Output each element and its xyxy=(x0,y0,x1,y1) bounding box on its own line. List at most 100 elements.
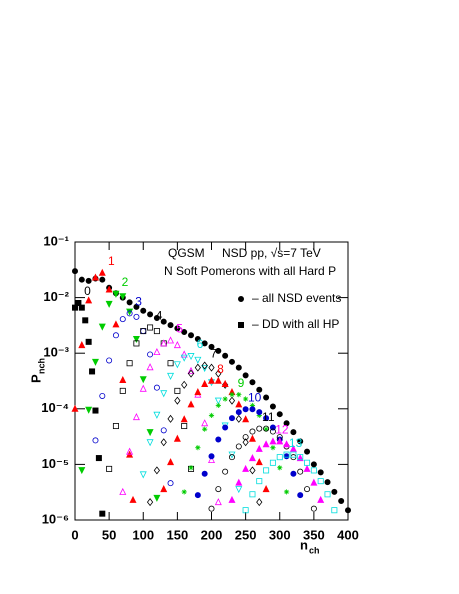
legend-label: – DD with all HP xyxy=(252,317,339,331)
data-point xyxy=(324,491,331,498)
legend-marker xyxy=(237,321,244,328)
data-point xyxy=(147,324,154,331)
data-point xyxy=(228,358,235,365)
data-point xyxy=(126,447,134,455)
data-point xyxy=(132,336,140,344)
data-point xyxy=(236,392,242,398)
data-point xyxy=(153,494,161,502)
data-point xyxy=(215,402,221,409)
data-point xyxy=(228,454,235,461)
data-point xyxy=(187,366,195,374)
data-point xyxy=(331,488,338,495)
series-label: 2 xyxy=(122,275,129,289)
data-point xyxy=(188,332,195,339)
data-point xyxy=(195,445,201,451)
series-label: 4 xyxy=(156,309,163,323)
data-point xyxy=(146,363,154,371)
data-point xyxy=(249,491,256,498)
data-point xyxy=(202,426,208,432)
data-point xyxy=(269,459,276,466)
y-axis-label-group: P nch xyxy=(28,358,46,383)
data-point xyxy=(242,434,249,441)
data-point xyxy=(201,365,209,373)
data-point xyxy=(243,396,249,402)
data-point xyxy=(201,361,208,370)
data-point xyxy=(235,414,242,423)
y-axis-label: P xyxy=(28,374,43,383)
data-point xyxy=(242,415,250,423)
data-point xyxy=(133,313,140,320)
data-point xyxy=(344,507,351,514)
data-point xyxy=(235,409,242,416)
data-point xyxy=(99,276,106,283)
data-point xyxy=(78,276,85,283)
legend-label: – all NSD events xyxy=(252,291,341,305)
data-point xyxy=(173,361,181,369)
data-point xyxy=(112,423,119,430)
data-point xyxy=(207,376,216,384)
data-point xyxy=(187,369,195,378)
data-point xyxy=(242,507,249,514)
y-tick-label: 10⁻⁶ xyxy=(42,511,69,526)
series-label: 5 xyxy=(176,322,183,336)
data-point xyxy=(89,368,96,375)
data-point xyxy=(98,323,106,331)
x-tick-label: 400 xyxy=(337,527,359,542)
data-point xyxy=(256,386,263,393)
data-point xyxy=(283,453,290,460)
series-label: 10 xyxy=(248,390,262,404)
data-point xyxy=(270,445,276,451)
data-point xyxy=(153,466,161,475)
data-point xyxy=(139,384,147,392)
data-point xyxy=(140,307,147,314)
data-point xyxy=(262,485,270,493)
chart-subtitle: NSD pp, √s=7 TeV xyxy=(222,246,321,260)
data-point xyxy=(214,498,222,506)
chart-title: QGSM xyxy=(168,246,205,260)
data-point xyxy=(310,467,317,474)
data-point xyxy=(256,478,263,485)
x-tick-label: 0 xyxy=(71,527,78,542)
data-point xyxy=(173,434,181,442)
data-point xyxy=(160,427,167,434)
data-point xyxy=(174,325,181,332)
data-point xyxy=(78,341,86,349)
data-point xyxy=(297,438,304,445)
data-point xyxy=(92,407,99,414)
x-axis-label-sub: ch xyxy=(309,545,320,555)
data-point xyxy=(112,290,120,298)
x-tick-label: 50 xyxy=(102,527,116,542)
data-point xyxy=(304,486,311,493)
data-point xyxy=(221,379,229,387)
data-point xyxy=(99,510,106,517)
data-point xyxy=(256,412,262,419)
data-point xyxy=(256,409,263,416)
x-tick-label: 250 xyxy=(235,527,257,542)
data-point xyxy=(85,296,93,304)
x-tick-label: 200 xyxy=(201,527,223,542)
data-point xyxy=(297,468,304,475)
data-point xyxy=(98,268,106,276)
data-point xyxy=(283,451,290,458)
data-point xyxy=(194,363,201,372)
data-point xyxy=(256,498,263,507)
data-point xyxy=(242,406,249,413)
data-point xyxy=(140,328,147,335)
data-point xyxy=(303,464,311,472)
data-point xyxy=(112,320,120,328)
data-point xyxy=(194,492,201,499)
data-point xyxy=(167,414,174,423)
data-point xyxy=(276,437,284,445)
data-point xyxy=(249,379,256,386)
data-point xyxy=(304,459,311,466)
data-point xyxy=(290,429,297,436)
data-point xyxy=(297,492,304,499)
data-point xyxy=(222,468,229,475)
data-point xyxy=(188,465,194,471)
data-point xyxy=(263,394,270,401)
data-point xyxy=(92,437,99,444)
data-point xyxy=(95,455,102,462)
data-point xyxy=(105,300,113,308)
data-point xyxy=(310,461,317,468)
